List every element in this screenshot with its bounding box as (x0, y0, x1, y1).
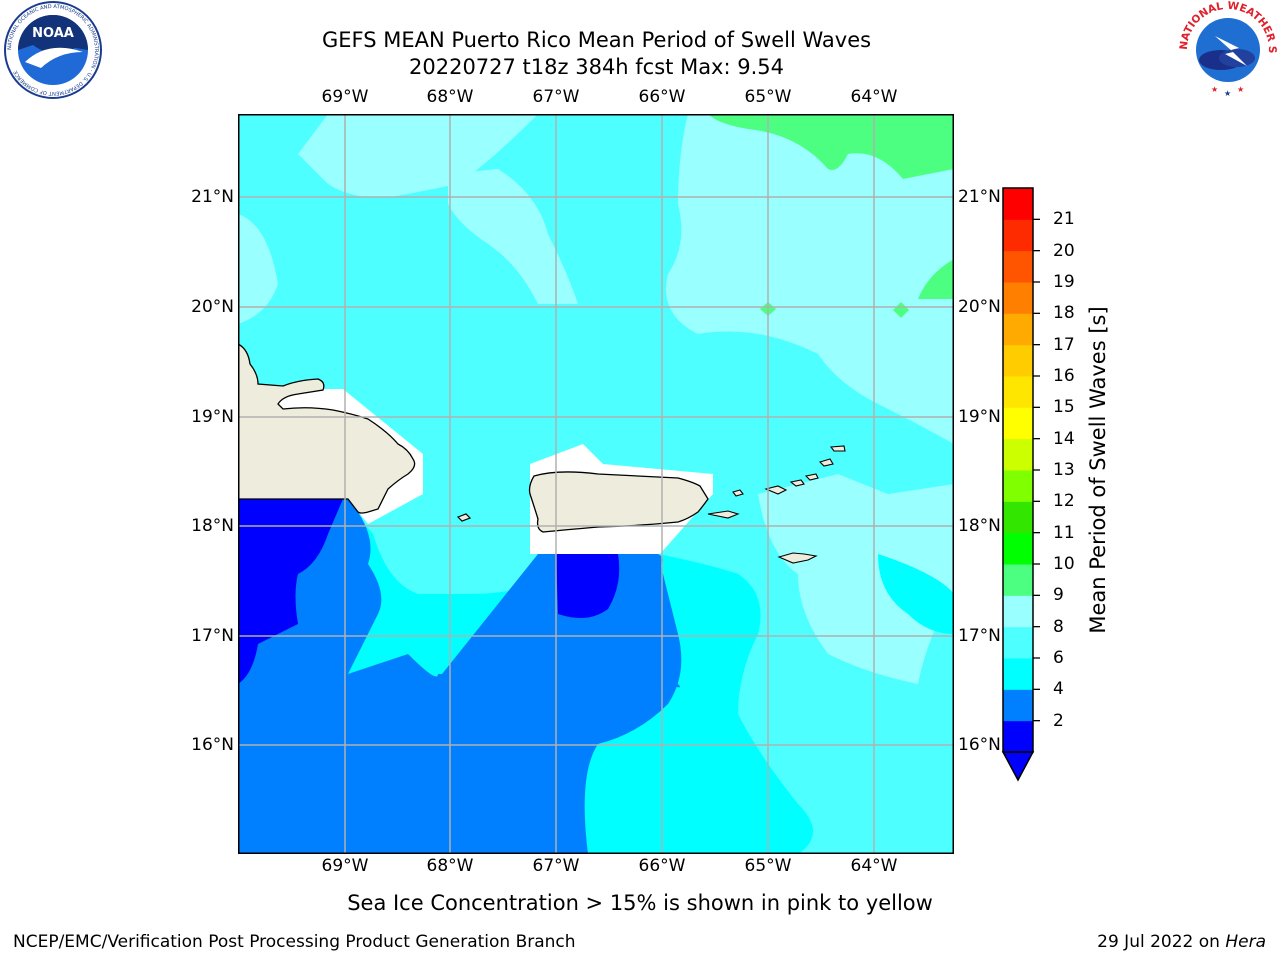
colorbar-tick-label: 2 (1053, 710, 1064, 731)
lat-label-right: 18°N (958, 516, 1001, 536)
colorbar-tick-label: 21 (1053, 209, 1075, 230)
colorbar-swatch (1003, 219, 1033, 252)
lat-label-right: 20°N (958, 297, 1001, 317)
lon-label-top: 67°W (532, 87, 580, 107)
lon-label-bottom: 69°W (321, 856, 369, 876)
lon-label-top: 64°W (850, 87, 898, 107)
contour-0-2 (238, 499, 620, 684)
colorbar-swatch (1003, 407, 1033, 440)
lon-label-bottom: 67°W (532, 856, 580, 876)
colorbar-swatch (1003, 626, 1033, 659)
svg-text:NOAA: NOAA (32, 26, 74, 41)
colorbar-tick-label: 15 (1053, 397, 1075, 418)
lat-label-left: 17°N (191, 626, 234, 646)
lon-label-top: 65°W (744, 87, 792, 107)
chart-title: GEFS MEAN Puerto Rico Mean Period of Swe… (321, 28, 872, 52)
colorbar-swatch (1003, 376, 1033, 408)
colorbar-swatch (1003, 532, 1033, 565)
lat-label-left: 18°N (191, 516, 234, 536)
lon-label-bottom: 66°W (638, 856, 686, 876)
lon-label-bottom: 65°W (744, 856, 792, 876)
lon-label-bottom: 64°W (850, 856, 898, 876)
lon-label-bottom: 68°W (426, 856, 474, 876)
colorbar-label: Mean Period of Swell Waves [s] (1086, 306, 1110, 634)
lat-label-left: 20°N (191, 297, 234, 317)
land-virgin-islands (707, 445, 846, 564)
lon-label-top: 68°W (426, 87, 474, 107)
colorbar-swatch (1003, 564, 1033, 596)
colorbar-swatch (1003, 658, 1033, 690)
colorbar-tick-label: 17 (1053, 334, 1075, 355)
land-puerto-rico (528, 471, 709, 533)
lat-label-right: 16°N (958, 735, 1001, 755)
colorbar-swatch (1003, 689, 1033, 722)
lon-label-top: 66°W (638, 87, 686, 107)
colorbar-swatch (1003, 501, 1033, 534)
colorbar-tick-label: 4 (1053, 679, 1064, 700)
colorbar-tick-label: 20 (1053, 240, 1075, 261)
colorbar-tick-label: 8 (1053, 616, 1064, 637)
colorbar-tick-label: 6 (1053, 648, 1064, 668)
colorbar-swatch (1003, 470, 1033, 502)
colorbar-tick-label: 9 (1053, 585, 1064, 606)
lon-label-top: 69°W (321, 87, 369, 107)
map-panel (238, 114, 954, 854)
colorbar-swatch (1003, 313, 1033, 346)
svg-text:★: ★ (1211, 85, 1218, 94)
colorbar-swatch (1003, 282, 1033, 314)
colorbar-tick-label: 13 (1053, 460, 1075, 480)
land-saona (456, 513, 472, 522)
noaa-logo: NATIONAL OCEANIC AND ATMOSPHERIC ADMINIS… (4, 1, 102, 99)
lat-label-left: 19°N (191, 407, 234, 427)
lat-label-left: 16°N (191, 735, 234, 755)
svg-text:★: ★ (1224, 89, 1231, 98)
footer-credit: NCEP/EMC/Verification Post Processing Pr… (13, 932, 576, 952)
colorbar-tick-label: 11 (1053, 522, 1075, 543)
colorbar-tick-label: 16 (1053, 366, 1075, 386)
chart-subtitle: 20220727 t18z 384h fcst Max: 9.54 (409, 55, 784, 79)
nws-logo: NATIONAL WEATHER SERVICE ★ ★ ★ (1177, 0, 1278, 98)
sea-ice-note: Sea Ice Concentration > 15% is shown in … (347, 891, 933, 915)
lat-label-left: 21°N (191, 187, 234, 207)
footer-date: 29 Jul 2022 on Hera (1097, 932, 1266, 952)
map-frame (238, 114, 954, 854)
land-hispaniola (238, 343, 416, 514)
colorbar-tick-label: 18 (1053, 303, 1075, 324)
colorbar-swatch (1003, 438, 1033, 471)
colorbar-swatch (1003, 188, 1033, 220)
lat-label-right: 19°N (958, 407, 1001, 427)
colorbar-tick-label: 14 (1053, 428, 1075, 449)
colorbar-tick-label: 10 (1053, 554, 1075, 574)
colorbar-tick-label: 12 (1053, 491, 1075, 512)
colorbar-swatch (1003, 595, 1033, 628)
colorbar-swatch (1003, 344, 1033, 377)
lat-label-right: 21°N (958, 187, 1001, 207)
colorbar-swatch (1003, 720, 1033, 753)
graticule (238, 114, 954, 854)
contour-2-4 (238, 499, 682, 854)
svg-text:★: ★ (1237, 85, 1244, 94)
colorbar-tick-label: 19 (1053, 272, 1075, 292)
colorbar (1001, 187, 1040, 782)
colorbar-swatch (1003, 250, 1033, 283)
lat-label-right: 17°N (958, 626, 1001, 646)
